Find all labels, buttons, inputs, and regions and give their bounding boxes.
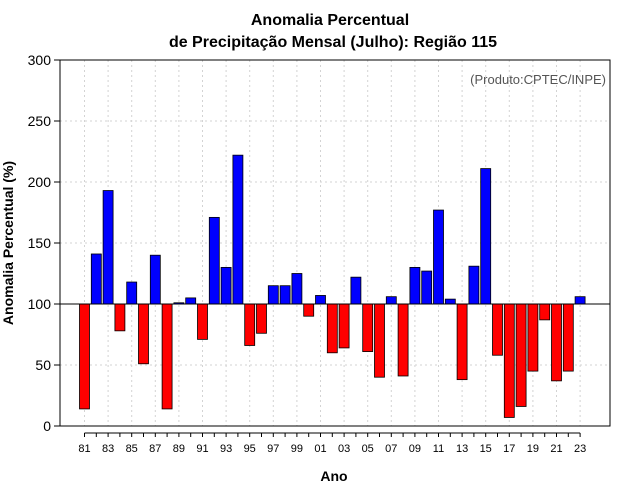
- bar-11: [433, 209, 444, 305]
- bar-94: [232, 154, 244, 305]
- bar-23: [574, 296, 586, 305]
- x-tick-label: 15: [480, 443, 492, 455]
- bar-01: [315, 295, 326, 305]
- bar-82: [90, 253, 102, 305]
- bar-92: [208, 216, 220, 305]
- bar-83: [102, 190, 114, 305]
- x-tick-label: 99: [291, 443, 303, 455]
- bar-96: [256, 303, 267, 334]
- x-tick-label: 83: [102, 443, 114, 455]
- x-tick-label: 19: [527, 443, 539, 455]
- bar-87: [149, 254, 161, 305]
- x-tick-label: 97: [267, 443, 279, 455]
- y-tick-label: 50: [35, 357, 51, 373]
- x-tick-label: 89: [173, 443, 185, 455]
- bar-91: [197, 303, 208, 340]
- bar-13: [456, 303, 468, 381]
- bar-90: [185, 297, 197, 305]
- x-axis-title: Ano: [320, 468, 347, 484]
- bar-09: [409, 266, 421, 305]
- x-tick-label: 13: [456, 443, 468, 455]
- x-tick-label: 81: [78, 443, 90, 455]
- bar-15: [480, 168, 492, 305]
- y-tick-label: 300: [28, 52, 52, 68]
- bar-00: [303, 303, 315, 317]
- bar-93: [220, 266, 232, 305]
- bar-07: [385, 296, 397, 305]
- bar-06: [374, 303, 385, 378]
- bar-22: [562, 303, 574, 372]
- y-tick-label: 150: [28, 235, 52, 251]
- x-tick-label: 01: [314, 443, 326, 455]
- y-axis-title: Anomalia Percentual (%): [0, 161, 16, 325]
- bar-21: [551, 303, 562, 382]
- x-tick-label: 07: [385, 443, 397, 455]
- bar-99: [291, 273, 303, 305]
- bar-10: [421, 270, 433, 305]
- x-tick-label: 93: [220, 443, 232, 455]
- bar-81: [79, 303, 90, 410]
- grid: [60, 59, 610, 427]
- bar-04: [350, 276, 362, 305]
- x-axis: 81 83 85 87 89 91 93 95 97 99 01 03 05 07 09 11 13 15 17 19…: [78, 432, 586, 455]
- bar-86: [138, 303, 149, 365]
- chart-title-line1: Anomalia Percentual: [251, 12, 409, 29]
- y-axis: 0 50 100 150 200 250 300: [28, 52, 60, 434]
- x-tick-label: 85: [126, 443, 138, 455]
- bar-08: [397, 303, 409, 377]
- y-tick-label: 0: [43, 418, 51, 434]
- bar-84: [114, 303, 126, 332]
- y-tick-label: 100: [28, 296, 52, 312]
- bar-85: [126, 281, 138, 305]
- x-tick-label: 03: [338, 443, 350, 455]
- x-tick-label: 09: [409, 443, 421, 455]
- bar-17: [503, 303, 515, 418]
- bar-19: [527, 303, 539, 372]
- bar-95: [244, 303, 256, 346]
- x-tick-label: 91: [196, 443, 208, 455]
- x-tick-label: 21: [550, 443, 562, 455]
- bars: [79, 154, 586, 418]
- y-tick-label: 250: [28, 113, 52, 129]
- x-tick-label: 05: [362, 443, 374, 455]
- bar-98: [279, 285, 291, 305]
- bar-97: [267, 285, 279, 305]
- bar-88: [161, 303, 173, 410]
- y-tick-label: 200: [28, 174, 52, 190]
- bar-12: [444, 298, 456, 305]
- bar-03: [338, 303, 350, 349]
- bar-14: [468, 265, 480, 305]
- bar-02: [326, 303, 338, 354]
- bar-18: [515, 303, 527, 407]
- credit-label: (Produto:CPTEC/INPE): [470, 72, 606, 87]
- bar-16: [492, 303, 503, 356]
- chart-title-line2: de Precipitação Mensal (Julho): Região 1…: [169, 34, 497, 51]
- bar-05: [362, 303, 374, 352]
- x-tick-label: 23: [574, 443, 586, 455]
- x-tick-label: 95: [244, 443, 256, 455]
- bar-20: [539, 303, 551, 321]
- x-tick-label: 17: [503, 443, 515, 455]
- x-tick-label: 87: [149, 443, 161, 455]
- x-tick-label: 11: [433, 443, 444, 455]
